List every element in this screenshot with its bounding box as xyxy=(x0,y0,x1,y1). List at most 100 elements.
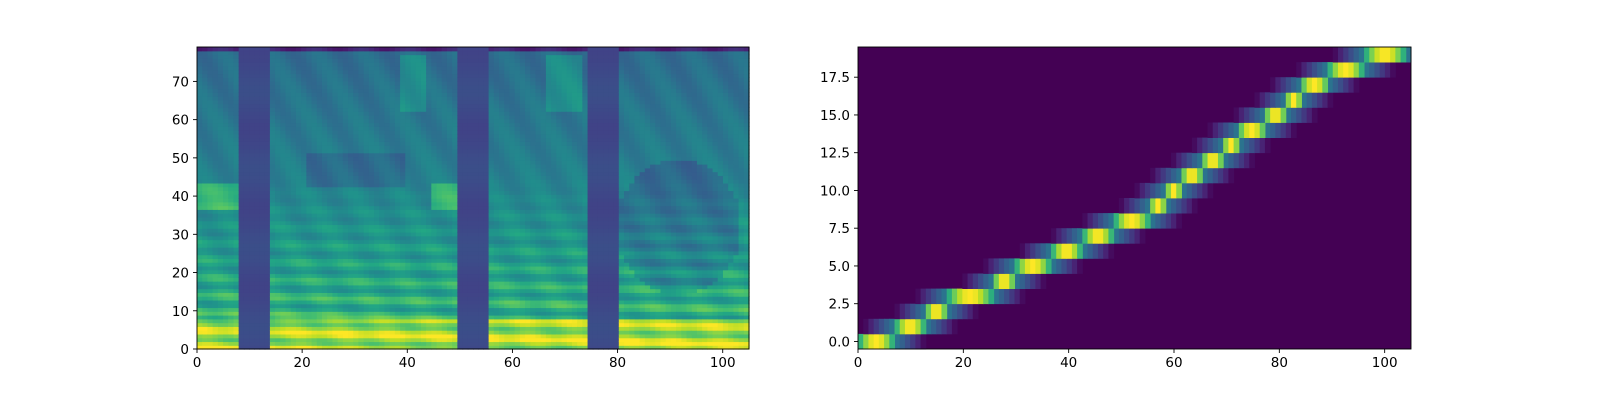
alignment-cell xyxy=(878,333,885,350)
spectrogram-xtick-label: 60 xyxy=(504,355,521,371)
alignment-cell xyxy=(1233,137,1240,154)
alignment-cell xyxy=(1150,198,1156,214)
spectrogram-ytick-label: 50 xyxy=(172,151,189,167)
alignment-cell xyxy=(1311,77,1318,93)
alignment-cell xyxy=(899,318,906,335)
alignment-cell xyxy=(1207,152,1214,169)
alignment-cell xyxy=(977,288,984,305)
alignment-cell xyxy=(1009,273,1016,289)
alignment-cell xyxy=(858,333,864,350)
alignment-cell xyxy=(1191,167,1198,184)
alignment-cell xyxy=(988,288,995,305)
alignment-cell xyxy=(868,333,875,350)
alignment-cell xyxy=(1155,198,1162,214)
alignment-cell xyxy=(1337,62,1344,78)
alignment-cell xyxy=(1353,62,1360,78)
alignment-cell xyxy=(1024,258,1031,274)
spectrogram-xtick-label: 100 xyxy=(710,355,736,371)
alignment-cell xyxy=(1228,137,1235,154)
alignment-axes-frame xyxy=(857,46,1412,350)
alignment-cell xyxy=(962,288,969,305)
alignment-cell xyxy=(998,273,1005,289)
alignment-cell xyxy=(983,288,989,305)
alignment-cell xyxy=(1139,213,1146,229)
alignment-cell xyxy=(1030,258,1036,274)
spectrogram-ytick-label: 0 xyxy=(180,342,189,358)
alignment-cell xyxy=(1374,47,1381,63)
alignment-ytick-label: 7.5 xyxy=(829,221,850,237)
alignment-cell xyxy=(1092,228,1099,244)
alignment-cell xyxy=(1270,107,1276,123)
alignment-cell xyxy=(1103,228,1109,244)
alignment-xtick-label: 60 xyxy=(1165,355,1182,371)
alignment-cell xyxy=(972,288,979,305)
alignment-cell xyxy=(1254,122,1261,138)
alignment-cell xyxy=(1082,228,1089,244)
alignment-cell xyxy=(1348,62,1355,78)
alignment-cell xyxy=(1343,62,1349,78)
spectrogram-xtick-label: 80 xyxy=(609,355,626,371)
alignment-cell xyxy=(957,288,963,305)
alignment-cell xyxy=(1186,167,1193,184)
alignment-cell xyxy=(1087,228,1094,244)
alignment-cell xyxy=(1244,122,1250,138)
alignment-cell xyxy=(1379,47,1386,63)
alignment-cell xyxy=(1040,258,1047,274)
spectrogram-ytick-label: 20 xyxy=(172,266,189,282)
alignment-cell xyxy=(1364,47,1370,63)
alignment-cell xyxy=(941,303,948,320)
alignment-cell xyxy=(1275,107,1282,123)
alignment-cell xyxy=(1384,47,1391,63)
alignment-cell xyxy=(1108,228,1115,244)
alignment-cell xyxy=(1322,77,1329,93)
alignment-cell xyxy=(1238,122,1245,138)
alignment-cell xyxy=(1014,258,1021,274)
alignment-cell xyxy=(946,288,953,305)
alignment-cell xyxy=(1249,122,1255,138)
alignment-cell xyxy=(1217,152,1224,169)
alignment-cell xyxy=(1301,77,1308,93)
alignment-cell xyxy=(1071,243,1078,259)
alignment-xtick-label: 0 xyxy=(854,355,863,371)
alignment-cell xyxy=(863,333,869,350)
alignment-cell xyxy=(951,288,958,305)
alignment-cell xyxy=(920,318,927,335)
alignment-cell xyxy=(1097,228,1104,244)
alignment-cell xyxy=(1160,198,1167,214)
alignment-cell xyxy=(1358,62,1365,78)
alignment-cell xyxy=(993,273,1000,289)
spectrogram-panel: 0 20 40 60 80 100 0 10 20 30 40 50 60 70 xyxy=(172,46,750,371)
alignment-cell xyxy=(1264,107,1271,123)
alignment-xtick-label: 20 xyxy=(955,355,972,371)
alignment-cell xyxy=(1332,62,1339,78)
alignment-cell xyxy=(1019,258,1026,274)
alignment-cell xyxy=(1327,62,1334,78)
alignment-cell xyxy=(884,333,890,350)
alignment-cell xyxy=(915,318,922,335)
alignment-cell xyxy=(1061,243,1068,259)
alignment-cell xyxy=(1004,273,1010,289)
spectrogram-image xyxy=(197,47,750,350)
alignment-cell xyxy=(889,333,896,350)
alignment-cell xyxy=(1051,243,1057,259)
alignment-cell xyxy=(1134,213,1141,229)
spectrogram-xtick-label: 0 xyxy=(193,355,202,371)
alignment-cell xyxy=(1165,182,1172,199)
alignment-cell xyxy=(1144,213,1151,229)
alignment-cell xyxy=(1285,92,1292,108)
alignment-cell xyxy=(1369,47,1375,63)
alignment-cell xyxy=(1056,243,1062,259)
alignment-cell xyxy=(1400,47,1407,63)
alignment-cell xyxy=(1077,243,1083,259)
alignment-ytick-label: 5.0 xyxy=(829,259,850,275)
alignment-ytick-label: 2.5 xyxy=(829,297,850,313)
alignment-cell xyxy=(910,318,916,335)
spectrogram-ytick-label: 60 xyxy=(172,113,189,129)
alignment-cell xyxy=(1259,122,1266,138)
spectrogram-axes-frame xyxy=(196,46,750,350)
alignment-xtick-label: 40 xyxy=(1060,355,1077,371)
alignment-cell xyxy=(1291,92,1297,108)
spectrogram-ytick-label: 10 xyxy=(172,304,189,320)
alignment-cell xyxy=(1171,182,1177,199)
